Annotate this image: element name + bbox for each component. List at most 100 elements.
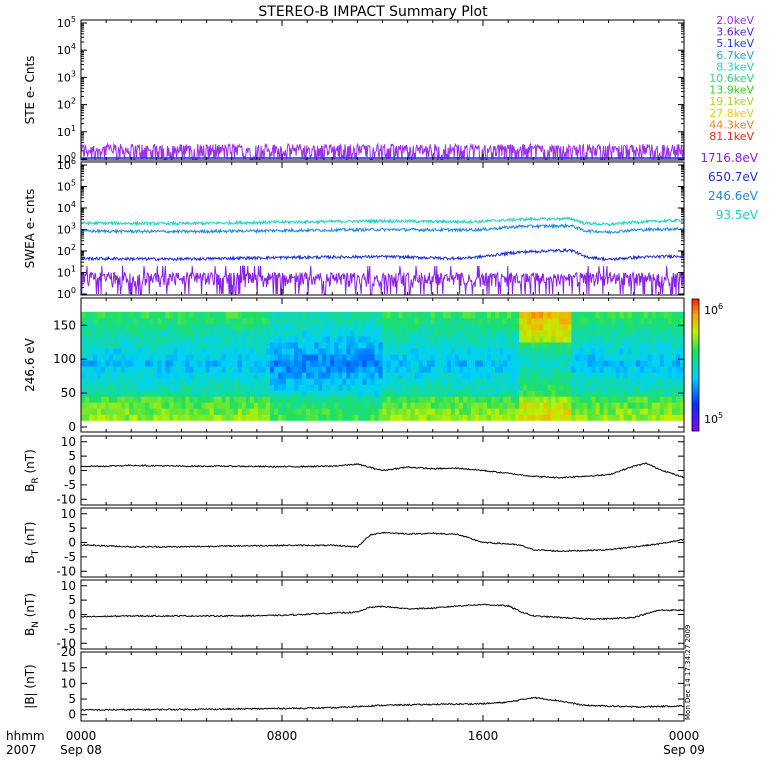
heatmap-cell xyxy=(358,414,363,421)
heatmap-cell xyxy=(294,360,299,367)
heatmap-cell xyxy=(217,390,223,397)
heatmap-cell xyxy=(97,366,102,373)
heatmap-cell xyxy=(185,396,191,403)
heatmap-cell xyxy=(523,408,528,415)
heatmap-cell xyxy=(277,414,283,421)
bmag-line xyxy=(80,696,685,712)
heatmap-cell xyxy=(137,378,142,385)
hhmm-label: hhmm xyxy=(6,729,45,743)
heatmap-cell xyxy=(342,311,347,319)
heatmap-cell xyxy=(487,341,492,349)
heatmap-cell xyxy=(539,396,544,403)
heatmap-cell xyxy=(310,390,315,397)
heatmap-cell xyxy=(269,408,275,415)
heatmap-cell xyxy=(398,378,404,385)
heatmap-cell xyxy=(559,341,564,349)
heatmap-cell xyxy=(165,402,171,409)
heatmap-cell xyxy=(306,354,311,361)
heatmap-cell xyxy=(539,414,544,421)
heatmap-cell xyxy=(603,360,609,367)
heatmap-cell xyxy=(318,335,323,343)
heatmap-cell xyxy=(599,408,605,415)
heatmap-cell xyxy=(362,347,368,355)
heatmap-cell xyxy=(137,360,142,367)
heatmap-cell xyxy=(141,347,146,355)
heatmap-cell xyxy=(137,335,142,343)
heatmap-cell xyxy=(229,390,235,397)
heatmap-cell xyxy=(414,329,420,337)
heatmap-cell xyxy=(442,366,448,373)
heatmap-cell xyxy=(547,396,552,403)
heatmap-cell xyxy=(527,335,532,343)
heatmap-cell xyxy=(418,408,424,415)
heatmap-cell xyxy=(169,414,175,421)
year-label: 2007 xyxy=(6,743,37,757)
heatmap-cell xyxy=(587,378,593,385)
heatmap-cell xyxy=(571,335,577,343)
heatmap-cell xyxy=(659,414,665,421)
heatmap-cell xyxy=(539,378,544,385)
heatmap-cell xyxy=(470,341,476,349)
heatmap-cell xyxy=(627,329,633,337)
heatmap-cell xyxy=(527,366,532,373)
heatmap-cell xyxy=(591,360,597,367)
heatmap-cell xyxy=(273,402,279,409)
heatmap-cell xyxy=(213,341,219,349)
heatmap-cell xyxy=(483,402,488,409)
heatmap-cell xyxy=(519,323,524,331)
heatmap-cell xyxy=(173,311,179,319)
heatmap-cell xyxy=(511,372,516,379)
heatmap-cell xyxy=(575,347,581,355)
heatmap-cell xyxy=(318,341,323,349)
heatmap-cell xyxy=(338,390,343,397)
ste-energy-legend: 2.0keV3.6keV5.1keV6.7keV8.3keV10.6keV13.… xyxy=(709,14,754,143)
heatmap-cell xyxy=(241,317,247,325)
heatmap-cell xyxy=(101,408,106,415)
y-tick-label: -10 xyxy=(56,492,76,506)
heatmap-cell xyxy=(414,335,420,343)
heatmap-cell xyxy=(277,396,283,403)
heatmap-cell xyxy=(173,414,179,421)
heatmap-cell xyxy=(611,390,617,397)
heatmap-cell xyxy=(370,366,376,373)
y-tick-exp: 0 xyxy=(71,151,76,160)
heatmap-cell xyxy=(535,372,540,379)
heatmap-cell xyxy=(265,360,271,367)
heatmap-cell xyxy=(141,408,146,415)
heatmap-cell xyxy=(286,329,291,337)
y-tick-label: -5 xyxy=(64,550,76,564)
heatmap-cell xyxy=(294,396,299,403)
heatmap-cell xyxy=(314,311,319,319)
heatmap-cell xyxy=(161,390,167,397)
heatmap-cell xyxy=(314,317,319,325)
swea-legend-item: 650.7eV xyxy=(708,170,759,184)
heatmap-cell xyxy=(113,341,118,349)
heatmap-cell xyxy=(651,329,657,337)
heatmap-cell xyxy=(249,384,255,391)
heatmap-cell xyxy=(253,384,259,391)
y-tick-base: 10 xyxy=(57,159,71,172)
heatmap-cell xyxy=(663,354,669,361)
heatmap-cell xyxy=(587,329,593,337)
heatmap-cell xyxy=(418,329,424,337)
heatmap-cell xyxy=(462,384,468,391)
heatmap-cell xyxy=(483,354,488,361)
heatmap-cell xyxy=(125,378,130,385)
heatmap-cell xyxy=(245,335,251,343)
heatmap-cell xyxy=(531,317,536,325)
heatmap-cell xyxy=(217,311,223,319)
heatmap-cell xyxy=(478,335,484,343)
heatmap-cell xyxy=(571,390,577,397)
heatmap-cell xyxy=(302,402,307,409)
heatmap-cell xyxy=(253,408,259,415)
heatmap-cell xyxy=(362,396,368,403)
heatmap-cell xyxy=(306,366,311,373)
heatmap-cell xyxy=(402,396,408,403)
heatmap-cell xyxy=(290,366,295,373)
heatmap-cell xyxy=(350,354,355,361)
heatmap-cell xyxy=(623,402,629,409)
heatmap-cell xyxy=(137,408,142,415)
heatmap-cell xyxy=(595,384,601,391)
heatmap-cell xyxy=(89,347,94,355)
heatmap-cell xyxy=(414,372,420,379)
